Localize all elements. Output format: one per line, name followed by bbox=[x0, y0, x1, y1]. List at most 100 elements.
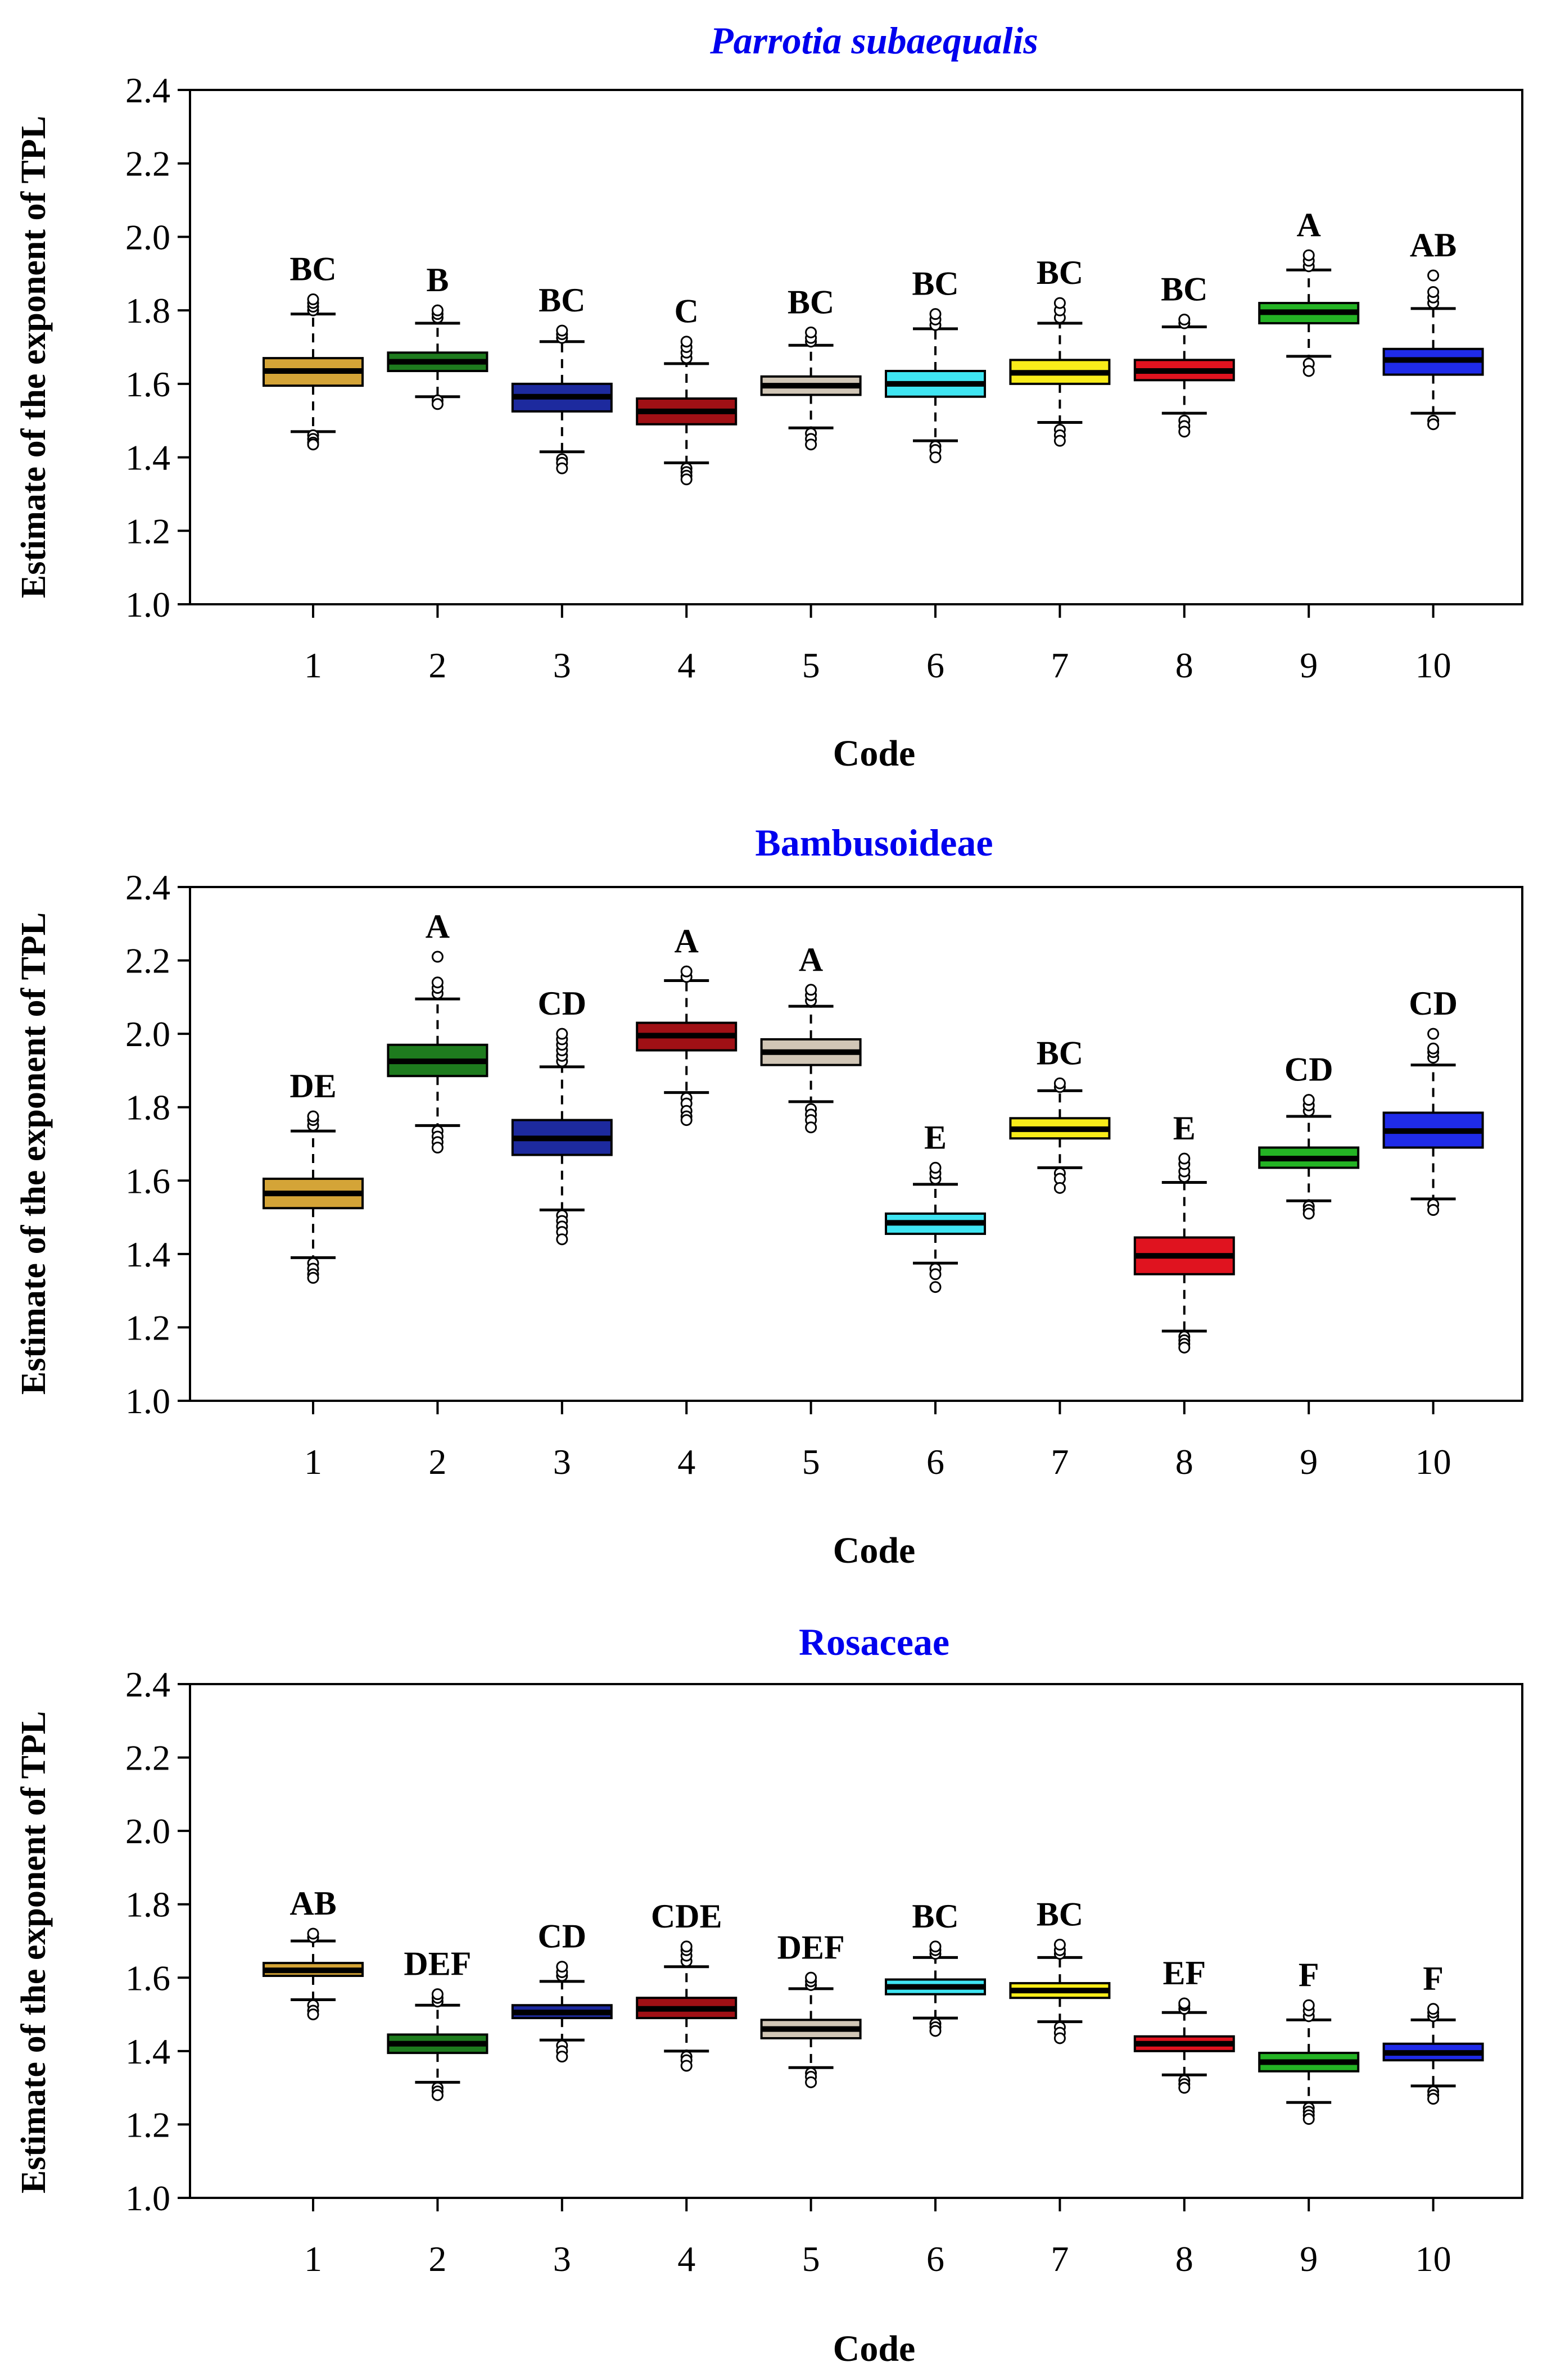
panel-title: Parrotia subaequalis bbox=[709, 19, 1038, 62]
y-axis: 1.0 1.2 1.4 1.6 1.8 2.0 2.2 2.4 bbox=[125, 1664, 190, 2218]
y-tick-label: 1.2 bbox=[125, 511, 170, 551]
y-axis-label: Estimate of the exponent of TPL bbox=[15, 1711, 53, 2193]
x-tick-label: 8 bbox=[1175, 1442, 1193, 1482]
x-tick-label: 2 bbox=[428, 645, 446, 685]
significance-letter: A bbox=[1297, 206, 1321, 243]
outlier-point bbox=[929, 2025, 942, 2037]
significance-letter: DEF bbox=[404, 1945, 471, 1983]
box-group: AB DEF CD CDE DEF BC BC EF F F bbox=[263, 1885, 1484, 2125]
significance-letter: CD bbox=[537, 1918, 586, 1955]
x-tick-label: 10 bbox=[1415, 645, 1451, 685]
outlier-point bbox=[805, 326, 817, 338]
x-tick-label: 7 bbox=[1051, 645, 1069, 685]
significance-letter: CDE bbox=[651, 1898, 722, 1935]
box-code-2: B bbox=[387, 261, 488, 410]
outlier-point bbox=[1302, 2113, 1315, 2125]
y-axis-label: Estimate of the exponent of TPL bbox=[15, 912, 53, 1395]
y-tick-label: 1.4 bbox=[125, 2031, 170, 2071]
outlier-point bbox=[805, 2076, 817, 2088]
box-code-6: BC bbox=[885, 1898, 986, 2037]
box-code-1: DE bbox=[263, 1067, 364, 1284]
outlier-point bbox=[307, 438, 319, 451]
y-tick-label: 1.6 bbox=[125, 1958, 170, 1998]
significance-letter: BC bbox=[1037, 254, 1083, 291]
outlier-point bbox=[1178, 313, 1191, 325]
y-axis: 1.0 1.2 1.4 1.6 1.8 2.0 2.2 2.4 bbox=[125, 70, 190, 625]
significance-letter: BC bbox=[539, 282, 585, 319]
outlier-point bbox=[1427, 418, 1440, 431]
significance-letter: AB bbox=[1410, 227, 1457, 264]
significance-letter: A bbox=[426, 908, 450, 945]
x-tick-label: 1 bbox=[304, 2239, 322, 2279]
x-tick-label: 1 bbox=[304, 1442, 322, 1482]
box-code-2: A bbox=[387, 908, 488, 1154]
box-code-4: CDE bbox=[636, 1898, 738, 2072]
x-tick-label: 9 bbox=[1300, 2239, 1318, 2279]
x-tick-label: 3 bbox=[553, 2239, 571, 2279]
outlier-point bbox=[1427, 1028, 1440, 1040]
outlier-point bbox=[307, 2008, 319, 2021]
panel-parrotia: Parrotia subaequalis Estimate of the exp… bbox=[15, 19, 1523, 774]
outlier-point bbox=[1053, 297, 1066, 309]
box-group: DE A CD A A E BC E CD CD bbox=[263, 908, 1484, 1354]
x-tick-label: 8 bbox=[1175, 645, 1193, 685]
y-tick-label: 2.0 bbox=[125, 217, 170, 257]
significance-letter: CD bbox=[1284, 1051, 1333, 1088]
x-tick-label: 9 bbox=[1300, 645, 1318, 685]
y-tick-label: 2.4 bbox=[125, 1664, 170, 1704]
x-tick-label: 10 bbox=[1415, 1442, 1451, 1482]
outlier-point bbox=[1178, 1152, 1191, 1165]
significance-letter: C bbox=[675, 293, 699, 330]
outlier-point bbox=[307, 1272, 319, 1284]
x-axis-label: Code bbox=[833, 2328, 916, 2369]
outlier-point bbox=[929, 1268, 942, 1281]
significance-letter: F bbox=[1299, 1956, 1319, 1993]
outlier-point bbox=[1302, 365, 1315, 377]
y-tick-label: 2.2 bbox=[125, 1738, 170, 1778]
y-tick-label: 1.6 bbox=[125, 1161, 170, 1201]
outlier-point bbox=[1302, 1999, 1315, 2011]
x-tick-label: 3 bbox=[553, 645, 571, 685]
outlier-point bbox=[556, 462, 568, 474]
panel-rosaceae: Rosaceae Estimate of the exponent of TPL… bbox=[15, 1621, 1523, 2369]
outlier-point bbox=[431, 976, 444, 989]
significance-letter: DEF bbox=[777, 1929, 845, 1966]
outlier-point bbox=[556, 324, 568, 337]
significance-letter: BC bbox=[1037, 1034, 1083, 1071]
y-tick-label: 1.2 bbox=[125, 2105, 170, 2144]
plot-frame bbox=[189, 1683, 1523, 2199]
outlier-point bbox=[1302, 1207, 1315, 1220]
outlier-point bbox=[431, 2089, 444, 2101]
y-tick-label: 2.0 bbox=[125, 1014, 170, 1054]
x-axis: 1 2 3 4 5 6 7 8 9 10 bbox=[304, 1401, 1451, 1482]
outlier-point bbox=[1178, 1997, 1191, 2010]
box-code-2: DEF bbox=[387, 1945, 488, 2101]
y-tick-label: 2.0 bbox=[125, 1811, 170, 1851]
outlier-point bbox=[1302, 1094, 1315, 1106]
box-code-7: BC bbox=[1009, 254, 1111, 447]
box-code-9: CD bbox=[1258, 1051, 1360, 1220]
x-tick-label: 1 bbox=[304, 645, 322, 685]
outlier-point bbox=[929, 1161, 942, 1174]
significance-letter: BC bbox=[912, 1898, 958, 1935]
y-tick-label: 1.0 bbox=[125, 1381, 170, 1421]
outlier-point bbox=[680, 473, 693, 486]
outlier-point bbox=[680, 2060, 693, 2072]
significance-letter: CD bbox=[537, 985, 586, 1022]
box-code-9: A bbox=[1258, 206, 1360, 377]
box-code-3: CD bbox=[511, 985, 613, 1246]
x-tick-label: 5 bbox=[802, 1442, 820, 1482]
box-code-3: CD bbox=[511, 1918, 613, 2063]
box-code-8: BC bbox=[1133, 270, 1235, 438]
outlier-point bbox=[1427, 2093, 1440, 2105]
x-axis: 1 2 3 4 5 6 7 8 9 10 bbox=[304, 604, 1451, 685]
significance-letter: BC bbox=[788, 283, 834, 320]
significance-letter: BC bbox=[1037, 1896, 1083, 1933]
plot-frame bbox=[189, 886, 1523, 1402]
x-tick-label: 4 bbox=[677, 2239, 695, 2279]
box-code-6: E bbox=[885, 1119, 986, 1293]
outlier-point bbox=[929, 1281, 942, 1293]
significance-letter: AB bbox=[290, 1885, 336, 1922]
outlier-point bbox=[1427, 1042, 1440, 1055]
outlier-point bbox=[556, 2051, 568, 2063]
